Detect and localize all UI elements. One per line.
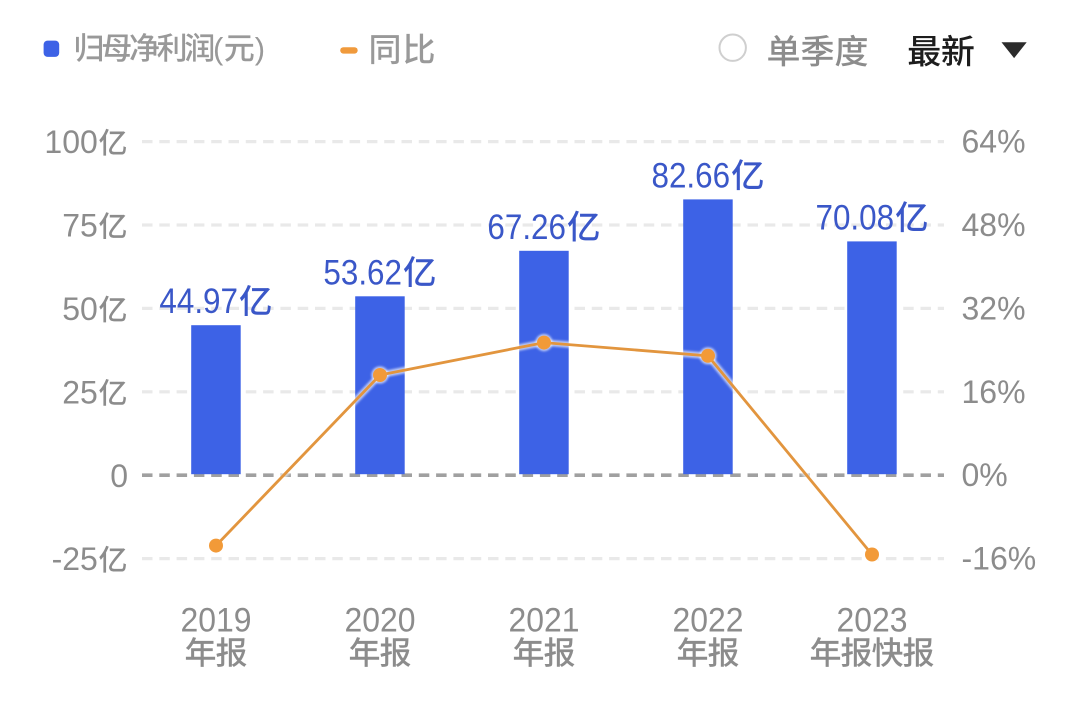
svg-text:2023: 2023 [837,602,908,640]
svg-text:-16%: -16% [962,541,1037,577]
svg-text:50: 50 [62,291,98,327]
svg-text:2021: 2021 [509,602,580,640]
svg-text:(: ( [213,31,224,66]
svg-text:2019: 2019 [181,602,252,640]
svg-text:44.97: 44.97 [159,282,238,321]
svg-text:48%: 48% [962,207,1026,243]
svg-text:70.08: 70.08 [816,198,895,237]
svg-text:100: 100 [44,124,97,160]
svg-text:2022: 2022 [673,602,744,640]
svg-text:32%: 32% [962,290,1026,326]
svg-text:82.66: 82.66 [652,156,731,195]
svg-text:16%: 16% [962,374,1026,410]
svg-text:25: 25 [62,374,98,410]
svg-text:67.26: 67.26 [487,208,566,247]
svg-text:2020: 2020 [345,602,416,640]
svg-text:64%: 64% [962,124,1026,160]
svg-text:): ) [255,31,265,66]
svg-text:0%: 0% [962,457,1008,493]
svg-text:75: 75 [62,208,98,244]
svg-text:-25: -25 [52,541,98,577]
svg-text:53.62: 53.62 [323,253,402,292]
svg-text:0: 0 [110,458,128,494]
